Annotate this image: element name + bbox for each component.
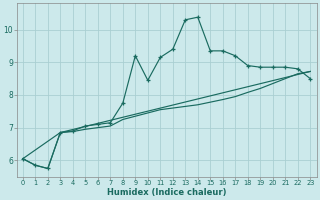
- X-axis label: Humidex (Indice chaleur): Humidex (Indice chaleur): [107, 188, 226, 197]
